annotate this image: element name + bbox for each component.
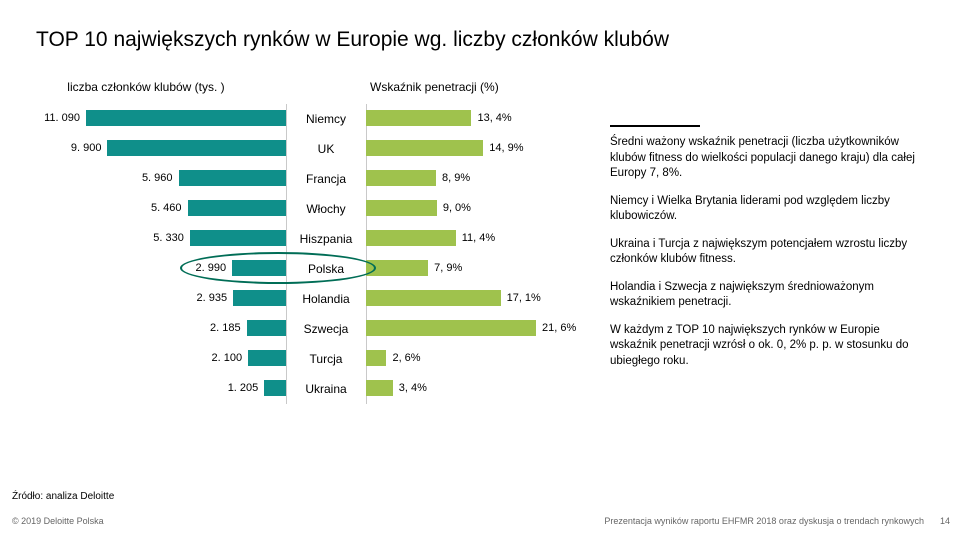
members-bar: [264, 380, 286, 396]
members-bar: [248, 350, 286, 366]
members-cell: 5. 960: [36, 164, 286, 194]
members-value: 9. 900: [71, 140, 102, 156]
country-label: Niemcy: [286, 112, 366, 126]
penetration-cell: 8, 9%: [366, 164, 566, 194]
penetration-value: 3, 4%: [399, 380, 427, 396]
penetration-cell: 21, 6%: [366, 314, 566, 344]
penetration-bar: [366, 230, 456, 246]
penetration-bar: [366, 200, 437, 216]
insight-bullet: Holandia i Szwecja z największym średnio…: [610, 280, 925, 311]
penetration-bar: [366, 170, 436, 186]
insight-bullet: Średni ważony wskaźnik penetracji (liczb…: [610, 135, 925, 182]
penetration-value: 7, 9%: [434, 260, 462, 276]
members-bar: [107, 140, 286, 156]
country-label: Włochy: [286, 202, 366, 216]
members-cell: 9. 900: [36, 134, 286, 164]
penetration-cell: 11, 4%: [366, 224, 566, 254]
country-label: Holandia: [286, 292, 366, 306]
header-right: Wskaźnik penetracji (%): [366, 80, 546, 94]
penetration-bar: [366, 350, 386, 366]
members-cell: 2. 990: [36, 254, 286, 284]
penetration-value: 2, 6%: [392, 350, 420, 366]
chart-headers: liczba członków klubów (tys. ) Wskaźnik …: [36, 80, 924, 94]
insight-bullet: Niemcy i Wielka Brytania liderami pod wz…: [610, 194, 925, 225]
country-label: Szwecja: [286, 322, 366, 336]
penetration-bar: [366, 110, 471, 126]
members-value: 2. 100: [212, 350, 243, 366]
source-note: Źródło: analiza Deloitte: [12, 491, 114, 502]
members-bar: [233, 290, 286, 306]
members-value: 5. 330: [153, 230, 184, 246]
penetration-bar: [366, 380, 393, 396]
insight-bullet: Ukraina i Turcja z największym potencjał…: [610, 237, 925, 268]
page-number: 14: [940, 516, 950, 526]
penetration-value: 11, 4%: [462, 230, 495, 246]
members-value: 5. 460: [151, 200, 182, 216]
insights-panel: Średni ważony wskaźnik penetracji (liczb…: [610, 125, 925, 381]
country-label: UK: [286, 142, 366, 156]
country-label: Polska: [286, 262, 366, 276]
slide-title: TOP 10 największych rynków w Europie wg.…: [36, 28, 924, 52]
penetration-bar: [366, 260, 428, 276]
penetration-value: 13, 4%: [477, 110, 511, 126]
members-value: 2. 990: [195, 260, 226, 276]
members-value: 2. 185: [210, 320, 241, 336]
members-value: 1. 205: [228, 380, 259, 396]
footer-left: © 2019 Deloitte Polska: [12, 516, 104, 526]
members-bar: [188, 200, 286, 216]
axis-center: [286, 104, 287, 404]
penetration-cell: 13, 4%: [366, 104, 566, 134]
members-bar: [247, 320, 286, 336]
members-cell: 5. 460: [36, 194, 286, 224]
members-bar: [86, 110, 286, 126]
insights-divider: [610, 125, 700, 127]
members-cell: 11. 090: [36, 104, 286, 134]
penetration-cell: 7, 9%: [366, 254, 566, 284]
members-cell: 2. 100: [36, 344, 286, 374]
insight-bullet: W każdym z TOP 10 największych rynków w …: [610, 323, 925, 370]
country-label: Ukraina: [286, 382, 366, 396]
country-label: Turcja: [286, 352, 366, 366]
penetration-bar: [366, 320, 536, 336]
members-value: 5. 960: [142, 170, 173, 186]
country-label: Francja: [286, 172, 366, 186]
members-cell: 2. 185: [36, 314, 286, 344]
penetration-value: 21, 6%: [542, 320, 576, 336]
slide: TOP 10 największych rynków w Europie wg.…: [0, 0, 960, 540]
members-value: 2. 935: [196, 290, 227, 306]
footer-right: Prezentacja wyników raportu EHFMR 2018 o…: [604, 516, 924, 526]
members-bar: [190, 230, 286, 246]
penetration-cell: 9, 0%: [366, 194, 566, 224]
penetration-cell: 17, 1%: [366, 284, 566, 314]
members-value: 11. 090: [44, 110, 80, 126]
penetration-value: 17, 1%: [507, 290, 541, 306]
penetration-cell: 14, 9%: [366, 134, 566, 164]
country-label: Hiszpania: [286, 232, 366, 246]
members-cell: 1. 205: [36, 374, 286, 404]
penetration-cell: 2, 6%: [366, 344, 566, 374]
members-bar: [232, 260, 286, 276]
members-cell: 5. 330: [36, 224, 286, 254]
penetration-value: 8, 9%: [442, 170, 470, 186]
penetration-bar: [366, 140, 483, 156]
penetration-bar: [366, 290, 501, 306]
penetration-cell: 3, 4%: [366, 374, 566, 404]
penetration-value: 14, 9%: [489, 140, 523, 156]
penetration-value: 9, 0%: [443, 200, 471, 216]
members-cell: 2. 935: [36, 284, 286, 314]
header-left: liczba członków klubów (tys. ): [36, 80, 286, 94]
members-bar: [179, 170, 286, 186]
